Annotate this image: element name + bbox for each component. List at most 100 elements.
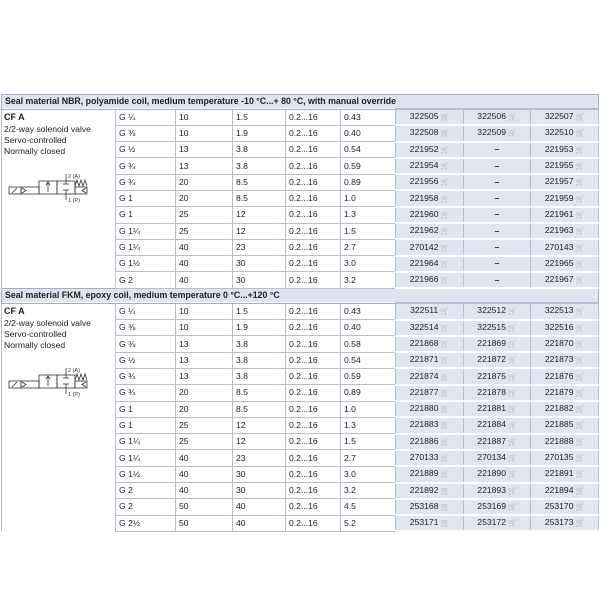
cart-icon[interactable]: 🛒 — [440, 244, 450, 252]
cart-icon[interactable]: 🛒 — [507, 357, 517, 365]
order-number-cell[interactable]: 221884 🛒 — [463, 416, 531, 435]
order-number-cell[interactable]: 322510 🛒 — [529, 124, 600, 143]
order-number-cell[interactable]: 221967 🛒 — [529, 270, 600, 290]
cart-icon[interactable]: 🛒 — [507, 487, 517, 495]
cart-icon[interactable]: 🛒 — [440, 277, 450, 285]
cart-icon[interactable]: 🛒 — [507, 389, 517, 397]
order-number-cell[interactable]: 221955 🛒 — [529, 156, 600, 176]
cart-icon[interactable]: 🛒 — [575, 357, 585, 365]
cart-icon[interactable]: 🛒 — [440, 422, 450, 430]
cart-icon[interactable]: 🛒 — [507, 422, 517, 430]
cart-icon[interactable]: 🛒 — [575, 503, 585, 511]
order-number-cell[interactable]: 221958 🛒 — [395, 189, 464, 208]
cart-icon[interactable]: 🛒 — [575, 520, 585, 528]
order-number-cell[interactable]: 270134 🛒 — [463, 448, 531, 468]
order-number-cell[interactable]: 221960 🛒 — [395, 205, 464, 225]
order-number-cell[interactable]: 221963 🛒 — [529, 222, 600, 241]
cart-icon[interactable]: 🛒 — [440, 455, 450, 463]
order-number-cell[interactable]: 221964 🛒 — [395, 254, 464, 273]
order-number-cell[interactable]: 221956 🛒 — [395, 173, 464, 192]
order-number-cell[interactable]: 253173 🛒 — [529, 514, 600, 533]
order-number-cell[interactable]: 253171 🛒 — [395, 514, 464, 533]
order-number-cell[interactable]: 322505 🛒 — [395, 107, 464, 127]
cart-icon[interactable]: 🛒 — [440, 146, 450, 154]
order-number-cell[interactable]: 221962 🛒 — [395, 222, 464, 241]
cart-icon[interactable]: 🛒 — [575, 277, 585, 285]
cart-icon[interactable]: 🛒 — [575, 130, 585, 138]
cart-icon[interactable]: 🛒 — [575, 244, 585, 252]
cart-icon[interactable]: 🛒 — [507, 324, 517, 332]
order-number-cell[interactable]: 221869 🛒 — [463, 334, 531, 354]
order-number-cell[interactable]: 221889 🛒 — [395, 465, 464, 484]
order-number-cell[interactable]: 270142 🛒 — [395, 238, 464, 257]
order-number-cell[interactable]: 221893 🛒 — [463, 481, 531, 500]
order-number-cell[interactable]: 221871 🛒 — [395, 351, 464, 370]
order-number-cell[interactable]: 322513 🛒 — [529, 302, 600, 321]
order-number-cell[interactable]: 270143 🛒 — [529, 238, 600, 257]
cart-icon[interactable]: 🛒 — [575, 114, 585, 122]
cart-icon[interactable]: 🛒 — [507, 520, 517, 528]
order-number-cell[interactable]: 221876 🛒 — [529, 367, 600, 386]
order-number-cell[interactable]: 221881 🛒 — [463, 400, 531, 419]
cart-icon[interactable]: 🛒 — [440, 503, 450, 511]
cart-icon[interactable]: 🛒 — [440, 130, 450, 138]
cart-icon[interactable]: 🛒 — [575, 422, 585, 430]
order-number-cell[interactable]: 221965 🛒 — [529, 254, 600, 273]
cart-icon[interactable]: 🛒 — [440, 179, 450, 187]
order-number-cell[interactable]: 221880 🛒 — [395, 400, 464, 419]
order-number-cell[interactable]: 221961 🛒 — [529, 205, 600, 225]
cart-icon[interactable]: 🛒 — [575, 487, 585, 495]
order-number-cell[interactable]: 221879 🛒 — [529, 383, 600, 403]
cart-icon[interactable]: 🛒 — [440, 195, 450, 203]
cart-icon[interactable]: 🛒 — [575, 341, 585, 348]
cart-icon[interactable]: 🛒 — [440, 324, 450, 332]
cart-icon[interactable]: 🛒 — [575, 228, 585, 236]
order-number-cell[interactable]: 221883 🛒 — [395, 416, 464, 435]
cart-icon[interactable]: 🛒 — [575, 438, 585, 446]
order-number-cell[interactable]: 322515 🛒 — [463, 318, 531, 337]
cart-icon[interactable]: 🛒 — [440, 211, 450, 219]
cart-icon[interactable]: 🛒 — [507, 373, 517, 381]
order-number-cell[interactable]: 221882 🛒 — [529, 400, 600, 419]
order-number-cell[interactable]: 221875 🛒 — [463, 367, 531, 386]
order-number-cell[interactable]: 221888 🛒 — [529, 432, 600, 451]
order-number-cell[interactable]: 221966 🛒 — [395, 270, 464, 290]
order-number-cell[interactable]: 221885 🛒 — [529, 416, 600, 435]
order-number-cell[interactable]: 253168 🛒 — [395, 497, 464, 517]
order-number-cell[interactable]: 322508 🛒 — [395, 124, 464, 143]
cart-icon[interactable]: 🛒 — [575, 455, 585, 463]
order-number-cell[interactable]: 221887 🛒 — [463, 432, 531, 451]
order-number-cell[interactable]: 322514 🛒 — [395, 318, 464, 337]
cart-icon[interactable]: 🛒 — [507, 114, 517, 122]
order-number-cell[interactable]: 221892 🛒 — [395, 481, 464, 500]
cart-icon[interactable]: 🛒 — [440, 357, 450, 365]
cart-icon[interactable]: 🛒 — [507, 341, 517, 348]
order-number-cell[interactable]: 221954 🛒 — [395, 156, 464, 176]
cart-icon[interactable]: 🛒 — [440, 438, 450, 446]
order-number-cell[interactable]: 221878 🛒 — [463, 383, 531, 403]
cart-icon[interactable]: 🛒 — [440, 114, 450, 122]
cart-icon[interactable]: 🛒 — [440, 163, 450, 171]
order-number-cell[interactable]: 322506 🛒 — [463, 107, 531, 127]
order-number-cell[interactable]: 253170 🛒 — [529, 497, 600, 517]
cart-icon[interactable]: 🛒 — [507, 471, 517, 479]
order-number-cell[interactable]: 221890 🛒 — [463, 465, 531, 484]
cart-icon[interactable]: 🛒 — [440, 406, 450, 414]
cart-icon[interactable]: 🛒 — [575, 406, 585, 414]
cart-icon[interactable]: 🛒 — [575, 163, 585, 171]
order-number-cell[interactable]: 221872 🛒 — [463, 351, 531, 370]
order-number-cell[interactable]: 221953 🛒 — [529, 140, 600, 159]
order-number-cell[interactable]: 221886 🛒 — [395, 432, 464, 451]
cart-icon[interactable]: 🛒 — [440, 260, 450, 268]
order-number-cell[interactable]: 322509 🛒 — [463, 124, 531, 143]
cart-icon[interactable]: 🛒 — [575, 195, 585, 203]
order-number-cell[interactable]: 253172 🛒 — [463, 514, 531, 533]
order-number-cell[interactable]: 221877 🛒 — [395, 383, 464, 403]
order-number-cell[interactable]: 221873 🛒 — [529, 351, 600, 370]
order-number-cell[interactable]: 221952 🛒 — [395, 140, 464, 159]
cart-icon[interactable]: 🛒 — [575, 179, 585, 187]
cart-icon[interactable]: 🛒 — [440, 341, 450, 348]
cart-icon[interactable]: 🛒 — [440, 487, 450, 495]
cart-icon[interactable]: 🛒 — [507, 130, 517, 138]
cart-icon[interactable]: 🛒 — [440, 520, 450, 528]
